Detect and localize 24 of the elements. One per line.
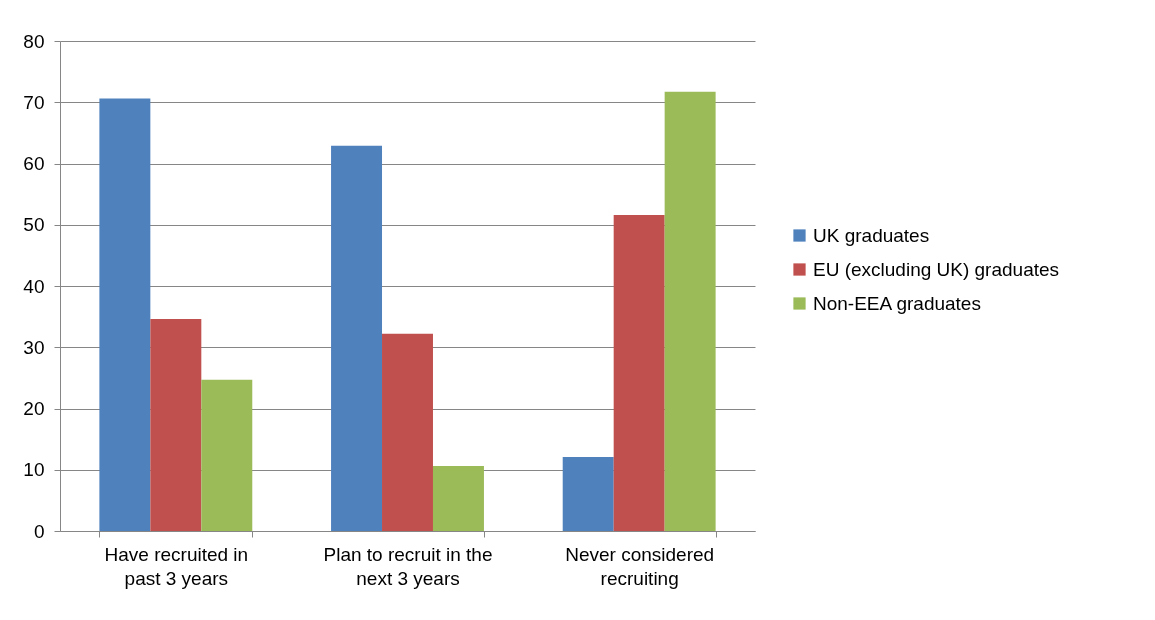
bar: [201, 379, 253, 531]
x-tick-label: Have recruited in past 3 years: [104, 543, 249, 589]
bar: [331, 145, 383, 531]
y-tick-label: 40: [23, 275, 45, 297]
y-tick-label: 10: [23, 459, 45, 481]
legend-label: Non-EEA graduates: [813, 292, 981, 314]
legend-label: UK graduates: [813, 224, 930, 246]
y-tick-label: 50: [23, 214, 45, 236]
legend-label: EU (excluding UK) graduates: [813, 258, 1060, 280]
bar: [664, 91, 716, 531]
y-tick-label: 60: [23, 153, 45, 174]
y-tick-label: 70: [23, 91, 45, 113]
y-tick-label: 20: [23, 398, 45, 419]
bar: [382, 333, 433, 531]
y-tick-label: 80: [23, 30, 45, 52]
bar: [99, 98, 151, 531]
bar: [150, 319, 202, 531]
y-tick-label: 30: [23, 336, 45, 358]
y-tick-label: 0: [33, 520, 45, 542]
bar: [562, 456, 614, 531]
x-tick-label: Never considered recruiting: [565, 543, 715, 589]
bar: [613, 214, 665, 531]
x-tick-label: Plan to recruit in the next 3 years: [323, 543, 493, 589]
bar: [432, 466, 484, 531]
